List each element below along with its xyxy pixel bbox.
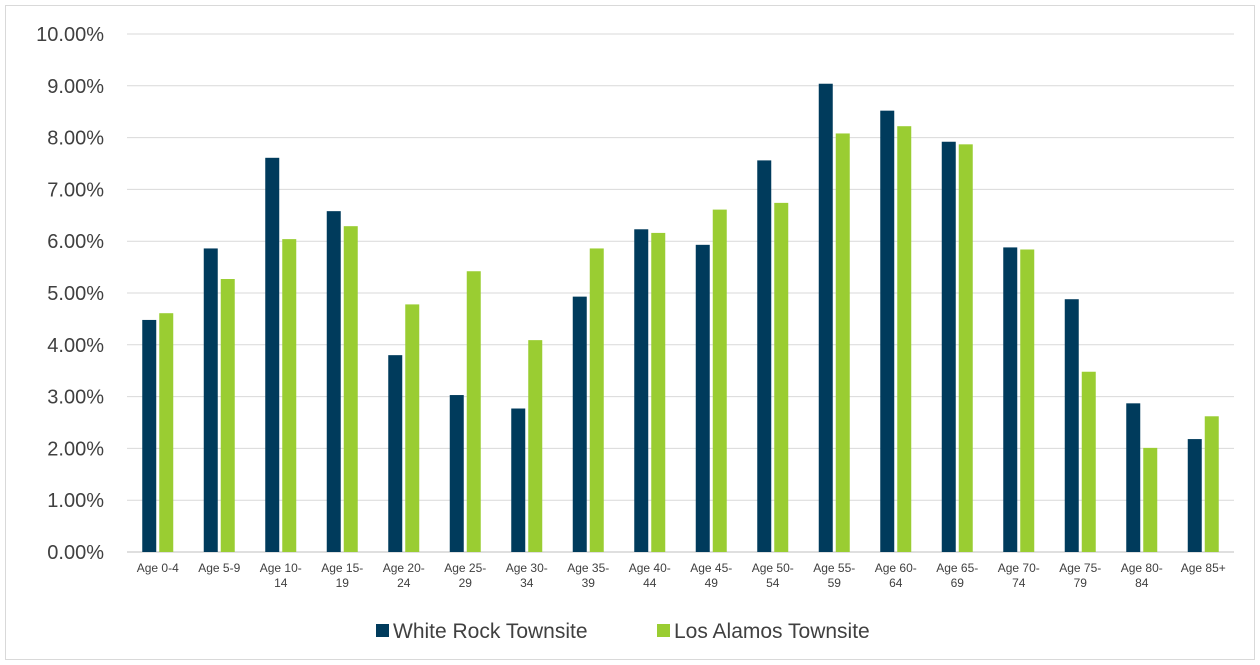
x-tick-label: 79 [1074, 576, 1088, 590]
bar-white-rock [326, 211, 341, 552]
x-tick-label: 44 [643, 576, 657, 590]
y-tick-label: 5.00% [47, 283, 104, 305]
bar-los-alamos [589, 248, 604, 552]
x-tick-label: Age 15- [321, 561, 363, 575]
legend-label: White Rock Townsite [393, 620, 588, 643]
legend-label: Los Alamos Townsite [674, 620, 870, 643]
x-tick-label: 19 [336, 576, 350, 590]
bar-white-rock [634, 229, 649, 552]
x-tick-label: 39 [582, 576, 596, 590]
x-tick-label: Age 5-9 [198, 561, 240, 575]
bar-los-alamos [651, 232, 666, 553]
bar-los-alamos [1081, 371, 1096, 552]
bar-los-alamos [774, 202, 789, 553]
bar-los-alamos [1020, 249, 1035, 552]
x-tick-label: Age 65- [936, 561, 978, 575]
x-tick-label: Age 85+ [1181, 561, 1226, 575]
y-tick-label: 0.00% [47, 542, 104, 564]
x-tick-label: Age 40- [629, 561, 671, 575]
bar-white-rock [572, 296, 587, 552]
bar-los-alamos [159, 313, 174, 552]
bar-white-rock [265, 157, 280, 552]
bar-white-rock [203, 248, 218, 552]
x-tick-label: Age 50- [752, 561, 794, 575]
x-tick-label: Age 35- [567, 561, 609, 575]
x-tick-label: 59 [828, 576, 842, 590]
x-tick-label: 69 [951, 576, 965, 590]
x-tick-label: Age 45- [690, 561, 732, 575]
x-tick-label: 64 [889, 576, 903, 590]
bar-white-rock [695, 244, 710, 553]
y-tick-label: 4.00% [47, 335, 104, 357]
y-tick-label: 1.00% [47, 490, 104, 512]
bar-los-alamos [282, 239, 297, 553]
x-tick-label: Age 10- [260, 561, 302, 575]
bar-white-rock [388, 355, 403, 552]
bar-white-rock [941, 141, 956, 552]
bar-white-rock [1064, 299, 1079, 552]
bar-los-alamos [897, 126, 912, 552]
bar-white-rock [142, 319, 157, 552]
x-tick-label: Age 0-4 [137, 561, 179, 575]
bar-los-alamos [712, 209, 727, 553]
bar-los-alamos [343, 226, 358, 553]
x-tick-label: Age 75- [1059, 561, 1101, 575]
y-tick-label: 8.00% [47, 128, 104, 150]
x-tick-label: 74 [1012, 576, 1026, 590]
bar-los-alamos [1143, 447, 1158, 552]
bar-white-rock [449, 395, 464, 552]
bar-los-alamos [405, 304, 420, 552]
bar-white-rock [511, 408, 526, 552]
legend-swatch-white-rock [376, 624, 389, 637]
x-tick-label: Age 60- [875, 561, 917, 575]
bar-white-rock [880, 110, 895, 552]
bar-los-alamos [835, 133, 850, 552]
bar-los-alamos [1204, 416, 1219, 552]
x-tick-label: 84 [1135, 576, 1149, 590]
bar-white-rock [1126, 403, 1141, 552]
y-tick-label: 10.00% [36, 24, 104, 46]
y-tick-label: 2.00% [47, 438, 104, 460]
bar-white-rock [1003, 247, 1018, 552]
bar-white-rock [818, 83, 833, 552]
bar-white-rock [1187, 439, 1202, 552]
x-tick-label: Age 30- [506, 561, 548, 575]
x-tick-label: Age 55- [813, 561, 855, 575]
bar-los-alamos [466, 271, 481, 552]
y-tick-label: 7.00% [47, 179, 104, 201]
y-tick-label: 9.00% [47, 76, 104, 98]
x-tick-label: 54 [766, 576, 780, 590]
x-tick-label: 49 [705, 576, 719, 590]
y-tick-label: 3.00% [47, 387, 104, 409]
x-tick-label: 14 [274, 576, 288, 590]
bar-white-rock [757, 160, 772, 552]
x-tick-label: Age 25- [444, 561, 486, 575]
legend-swatch-los-alamos [657, 624, 670, 637]
bar-los-alamos [528, 340, 543, 552]
x-tick-label: 29 [459, 576, 473, 590]
x-tick-label: Age 20- [383, 561, 425, 575]
x-tick-label: 24 [397, 576, 411, 590]
x-tick-label: Age 70- [998, 561, 1040, 575]
bar-los-alamos [958, 144, 973, 553]
x-tick-label: Age 80- [1121, 561, 1163, 575]
y-tick-label: 6.00% [47, 231, 104, 253]
x-tick-label: 34 [520, 576, 534, 590]
bar-los-alamos [220, 279, 235, 552]
